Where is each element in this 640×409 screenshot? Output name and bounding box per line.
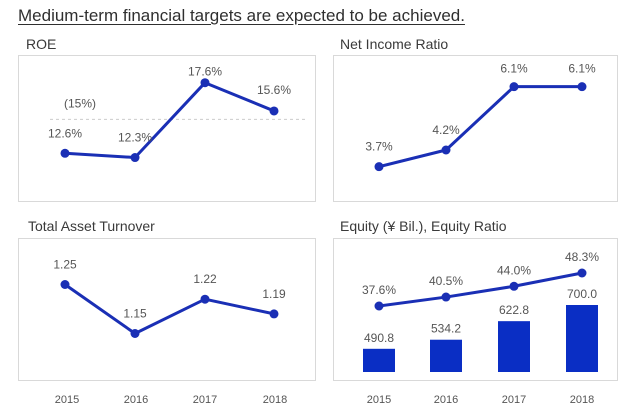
data-label: 1.22 xyxy=(193,272,217,286)
data-point xyxy=(200,294,210,304)
target-label: (15%) xyxy=(64,96,96,110)
year-label-left: 2018 xyxy=(262,394,288,406)
data-point xyxy=(441,145,451,155)
net-income-ratio-title: Net Income Ratio xyxy=(340,36,449,52)
data-label: 17.6% xyxy=(188,65,222,79)
roe-panel xyxy=(18,55,316,202)
data-label: 12.3% xyxy=(118,131,152,145)
equity-bar-label: 622.8 xyxy=(499,303,529,317)
data-point xyxy=(269,106,279,116)
data-label: 12.6% xyxy=(48,126,82,140)
data-point xyxy=(60,148,70,158)
equity-ratio-point xyxy=(374,301,384,311)
year-label-right: 2018 xyxy=(569,394,595,406)
data-point xyxy=(200,78,210,88)
data-label: 3.7% xyxy=(365,140,393,154)
year-label-right: 2017 xyxy=(501,394,527,406)
equity-bar xyxy=(566,305,598,372)
data-label: 1.19 xyxy=(262,287,286,301)
year-label-right: 2016 xyxy=(433,394,459,406)
page-headline: Medium-term financial targets are expect… xyxy=(18,6,465,25)
equity-bar-label: 700.0 xyxy=(567,287,597,301)
series-line xyxy=(64,81,275,160)
equity-ratio-line xyxy=(378,271,583,308)
data-point xyxy=(374,162,384,172)
data-point xyxy=(130,153,140,163)
equity-bar xyxy=(363,348,395,372)
data-label: 6.1% xyxy=(568,62,596,76)
equity-ratio-label: 37.6% xyxy=(362,283,396,297)
series-line xyxy=(64,283,275,335)
data-point xyxy=(509,82,519,92)
roe-title: ROE xyxy=(26,36,57,52)
equity-bar xyxy=(430,339,462,372)
data-label: 1.15 xyxy=(123,307,147,321)
year-label-left: 2016 xyxy=(123,394,149,406)
data-point xyxy=(577,82,587,92)
data-label: 6.1% xyxy=(500,62,528,76)
year-label-left: 2017 xyxy=(192,394,218,406)
equity-panel xyxy=(333,238,618,381)
equity-title: Equity (¥ Bil.), Equity Ratio xyxy=(340,218,507,234)
data-label: 4.2% xyxy=(432,123,460,137)
equity-bar-label: 534.2 xyxy=(431,322,461,336)
equity-bar xyxy=(498,321,530,372)
net-income-ratio-panel xyxy=(333,55,618,202)
equity-ratio-label: 48.3% xyxy=(565,250,599,264)
equity-ratio-point xyxy=(577,268,587,278)
data-point xyxy=(269,309,279,319)
total-asset-turnover-title: Total Asset Turnover xyxy=(28,218,155,234)
year-label-right: 2015 xyxy=(366,394,392,406)
equity-ratio-label: 44.0% xyxy=(497,263,531,277)
data-label: 15.6% xyxy=(257,83,291,97)
equity-ratio-label: 40.5% xyxy=(429,274,463,288)
equity-ratio-point xyxy=(509,281,519,291)
equity-ratio-point xyxy=(441,292,451,302)
total-asset-turnover-panel xyxy=(18,238,316,381)
data-point xyxy=(60,280,70,289)
data-label: 1.25 xyxy=(53,258,77,272)
series-line xyxy=(378,85,582,169)
equity-bar-label: 490.8 xyxy=(364,331,394,345)
data-point xyxy=(130,329,140,338)
year-label-left: 2015 xyxy=(54,394,80,406)
